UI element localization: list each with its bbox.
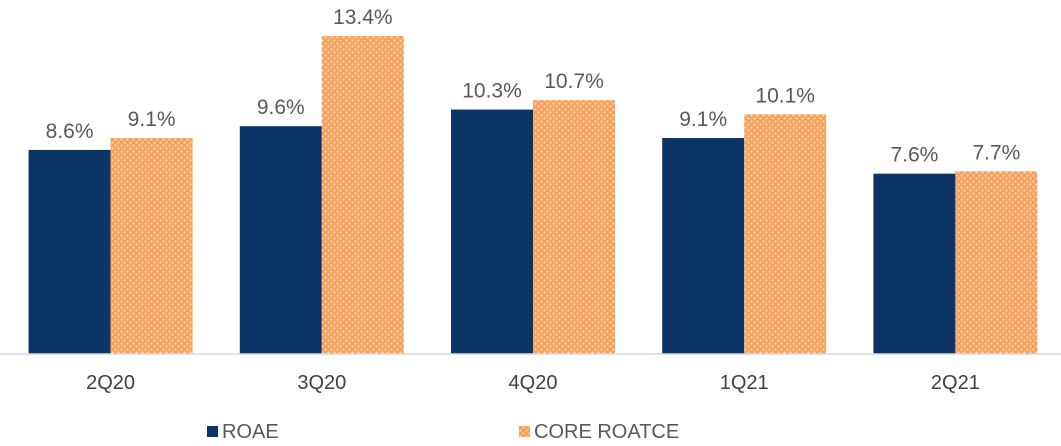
legend-label: ROAE <box>222 421 279 443</box>
data-label: 10.3% <box>462 80 522 103</box>
bar-core-roatce-2q21 <box>955 171 1038 354</box>
data-label: 9.1% <box>679 108 727 131</box>
bar-roae-3q20 <box>239 126 322 354</box>
bar-core-roatce-4q20 <box>533 100 615 355</box>
bars-layer <box>28 36 1038 355</box>
legend-swatch-core-roatce <box>519 426 530 437</box>
legend-label: CORE ROATCE <box>534 421 679 443</box>
x-tick-label: 2Q21 <box>931 372 980 394</box>
value-labels-layer: 8.6% 9.1% 9.6% 13.4% 10.3% 10.7% 9.1% 10.1% 7.6%… <box>46 6 1021 167</box>
bar-roae-2q20 <box>28 149 111 354</box>
bar-roae-1q21 <box>662 138 745 354</box>
bar-core-roatce-3q20 <box>321 36 404 354</box>
x-tick-label: 3Q20 <box>297 372 346 394</box>
data-label: 13.4% <box>333 6 393 29</box>
data-label: 9.6% <box>257 96 305 119</box>
data-label: 8.6% <box>46 120 94 143</box>
bar-roae-4q20 <box>451 109 533 354</box>
x-tick-labels-layer: 2Q20 3Q20 4Q20 1Q21 2Q21 <box>86 372 980 394</box>
data-label: 7.7% <box>972 141 1020 164</box>
x-tick-label: 4Q20 <box>509 372 558 394</box>
data-label: 9.1% <box>128 108 176 131</box>
data-label: 10.7% <box>544 70 604 93</box>
bar-core-roatce-2q20 <box>110 138 193 354</box>
x-tick-label: 2Q20 <box>86 372 135 394</box>
legend: ROAE CORE ROATCE <box>207 421 679 443</box>
data-label: 7.6% <box>890 144 938 167</box>
data-label: 10.1% <box>755 84 815 107</box>
x-tick-label: 1Q21 <box>720 372 769 394</box>
bar-roae-2q21 <box>873 173 956 354</box>
bar-core-roatce-1q21 <box>744 114 827 354</box>
legend-swatch-roae <box>207 426 218 437</box>
